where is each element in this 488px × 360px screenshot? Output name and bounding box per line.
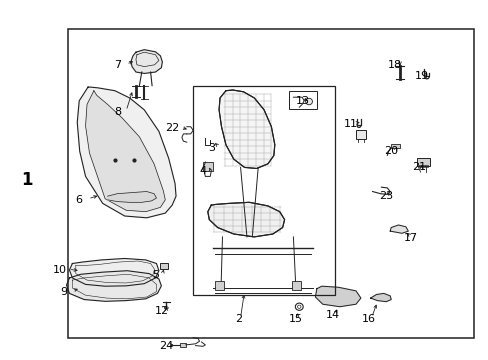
Bar [160,263,167,269]
Bar [215,281,224,290]
Text: 16: 16 [362,314,375,324]
Polygon shape [107,192,156,202]
Text: 1: 1 [21,171,33,189]
Bar [193,86,334,295]
Text: 18: 18 [387,60,401,70]
Text: 21: 21 [412,162,426,172]
Polygon shape [315,286,360,307]
Polygon shape [370,293,390,302]
Text: 11: 11 [344,119,357,129]
Text: 10: 10 [53,265,66,275]
Text: 20: 20 [384,146,397,156]
Bar [292,281,301,290]
Text: 23: 23 [379,191,392,201]
Polygon shape [389,225,407,233]
Polygon shape [85,91,165,212]
Bar [288,91,316,109]
Bar [355,130,365,139]
Text: 19: 19 [414,71,427,81]
Text: 14: 14 [325,310,339,320]
Polygon shape [69,258,159,286]
Polygon shape [219,90,274,168]
Text: 6: 6 [76,195,82,205]
Bar [418,165,427,167]
Text: 22: 22 [164,123,179,133]
Bar [180,343,185,347]
Text: 17: 17 [403,233,417,243]
Text: 13: 13 [296,96,309,106]
Bar [416,158,429,166]
Text: 24: 24 [159,341,173,351]
Text: 2: 2 [235,314,242,324]
Ellipse shape [305,98,312,105]
Text: 15: 15 [288,314,302,324]
Text: 3: 3 [207,143,214,153]
Text: 12: 12 [155,306,169,316]
Bar [68,29,473,338]
Text: 9: 9 [60,287,67,297]
Polygon shape [207,202,284,237]
Bar [203,162,212,171]
Polygon shape [131,50,162,73]
Polygon shape [66,271,161,301]
Polygon shape [77,87,176,218]
Text: 5: 5 [152,270,159,280]
Text: 8: 8 [114,107,121,117]
Text: 7: 7 [114,60,121,70]
Text: 4: 4 [199,166,206,176]
Bar [390,144,399,148]
